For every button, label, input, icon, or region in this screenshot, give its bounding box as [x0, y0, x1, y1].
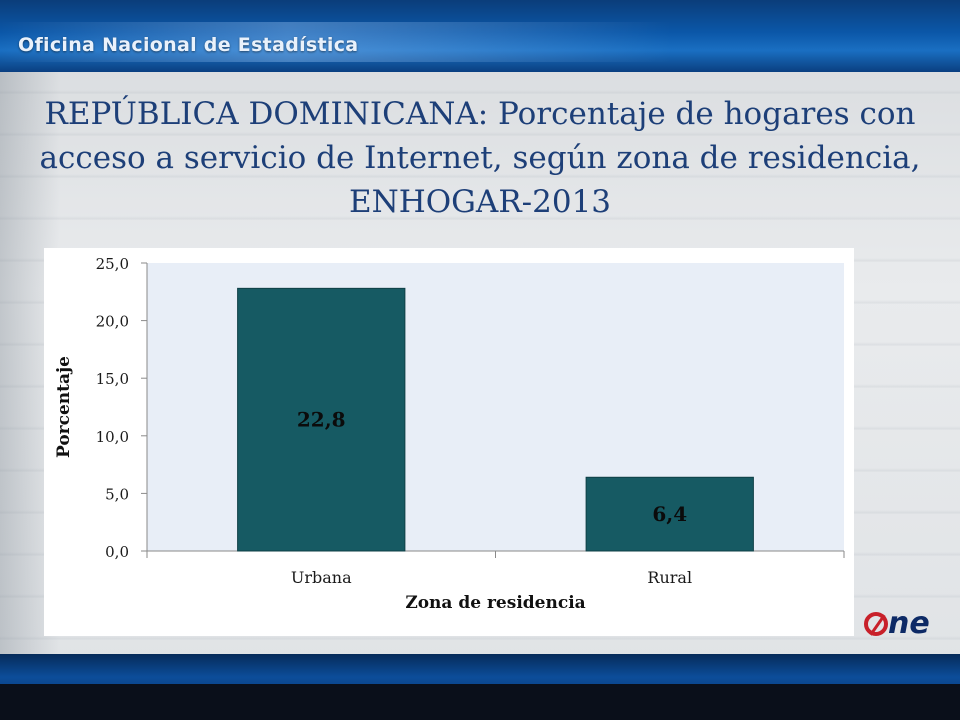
bar-chart: 0,0 5,0 10,0 15,0 20,0 25,0 22,8 Urbana 6,4 Rura… [54, 255, 845, 613]
x-axis-label: Zona de residencia [405, 593, 585, 613]
data-label-rural: 6,4 [652, 502, 687, 526]
header-band: Oficina Nacional de Estadística [0, 0, 960, 72]
y-tick-label: 0,0 [105, 543, 129, 561]
slide-title-line-2: acceso a servicio de Internet, según zon… [39, 140, 921, 176]
data-label-urbana: 22,8 [297, 408, 346, 432]
logo-text: ne [888, 606, 930, 641]
one-logo: ne [864, 606, 940, 642]
footer-band [0, 654, 960, 720]
zero-slash-icon [864, 612, 888, 636]
slide-title-line-1: REPÚBLICA DOMINICANA: Porcentaje de hoga… [44, 96, 916, 132]
header-glow [0, 22, 960, 62]
y-tick-label: 20,0 [96, 313, 129, 331]
y-tick-label: 25,0 [96, 255, 129, 273]
y-tick-label: 10,0 [96, 428, 129, 446]
slide-title-line-3: ENHOGAR-2013 [348, 184, 612, 220]
org-name: Oficina Nacional de Estadística [18, 34, 359, 56]
bar-rural [585, 476, 754, 552]
y-axis-label: Porcentaje [54, 356, 74, 458]
chart-panel: 0,0 5,0 10,0 15,0 20,0 25,0 22,8 Urbana 6,4 Rura… [44, 248, 854, 636]
y-tick-label: 15,0 [96, 370, 129, 388]
footer-dark-strip [0, 684, 960, 720]
slide-title: REPÚBLICA DOMINICANA: Porcentaje de hoga… [20, 92, 940, 224]
x-tick-label: Urbana [291, 568, 352, 587]
y-tick-label: 5,0 [105, 485, 129, 503]
bar-urbana [237, 287, 406, 552]
x-tick-label: Rural [647, 568, 692, 587]
